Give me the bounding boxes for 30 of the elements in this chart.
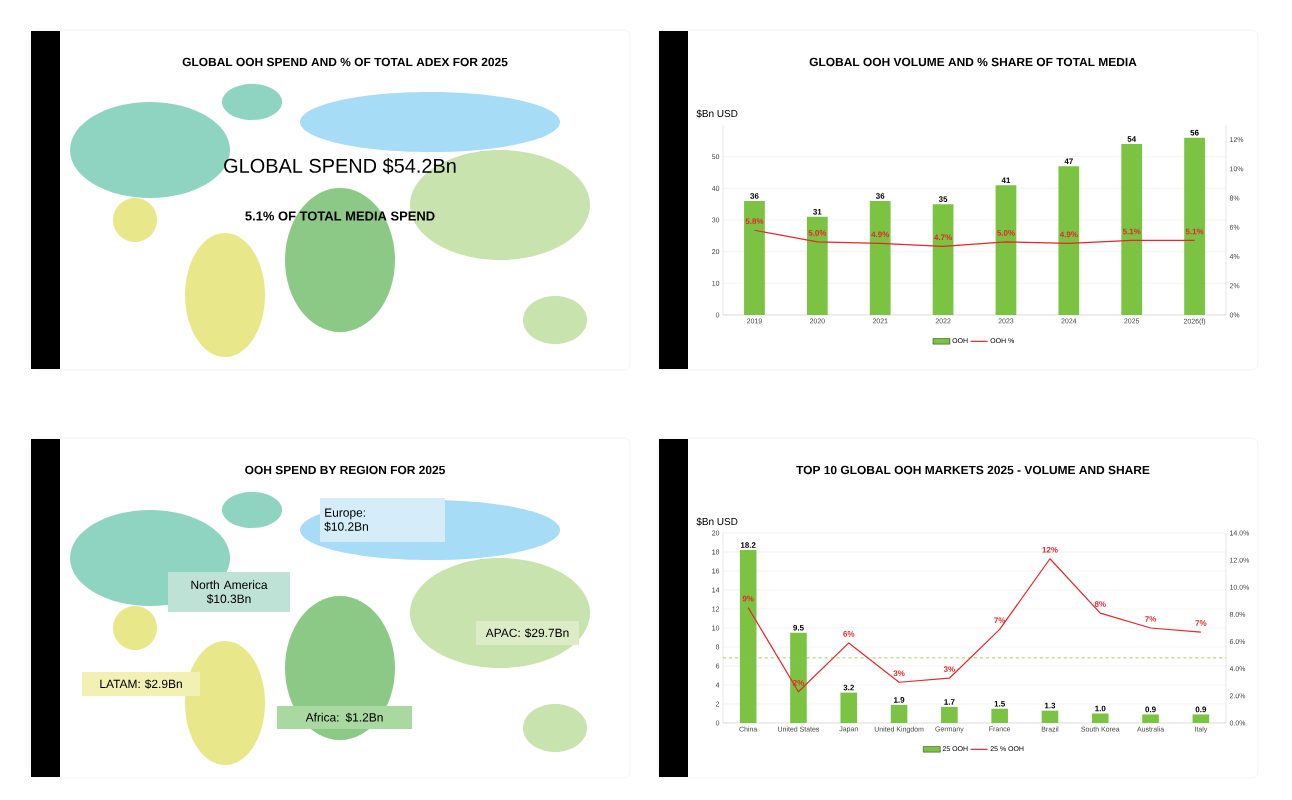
bar (790, 632, 807, 723)
bar (932, 204, 954, 315)
bar (941, 706, 958, 723)
y-axis-title: $Bn USD (696, 517, 738, 526)
text: OOH SPEND BY REGION FOR 2025 (245, 465, 445, 475)
bar (806, 216, 828, 315)
bar (995, 185, 1017, 315)
bar (1142, 714, 1159, 723)
text: APAC: $29.7Bn (485, 628, 569, 638)
bar (869, 200, 891, 315)
y-axis-title: $Bn USD (696, 109, 738, 118)
chart-title: TOP 10 GLOBAL OOH MARKETS 2025 - VOLUME AND SHARE (796, 465, 1150, 475)
bar (744, 200, 765, 315)
bar (1091, 713, 1109, 723)
chart-title: GLOBAL OOH VOLUME AND % SHARE OF TOTAL MEDIA (809, 57, 1137, 67)
bar (1121, 143, 1143, 315)
bar (1184, 137, 1205, 315)
bar (991, 708, 1008, 723)
text: North America $10.3Bn (191, 580, 268, 604)
bar (1192, 714, 1210, 723)
bar (840, 692, 858, 723)
bar (890, 704, 908, 723)
text: Europe: $10.2Bn (324, 508, 368, 532)
text: GLOBAL OOH SPEND AND % OF TOTAL ADEX FOR 2025 (182, 57, 508, 67)
text: LATAM: $2.9Bn (100, 679, 182, 689)
bar (739, 550, 757, 723)
text: GLOBAL SPEND $54.2Bn (224, 157, 456, 175)
bar (1058, 166, 1080, 315)
text: Africa: $1.2Bn (305, 712, 383, 723)
bar (1041, 710, 1059, 723)
